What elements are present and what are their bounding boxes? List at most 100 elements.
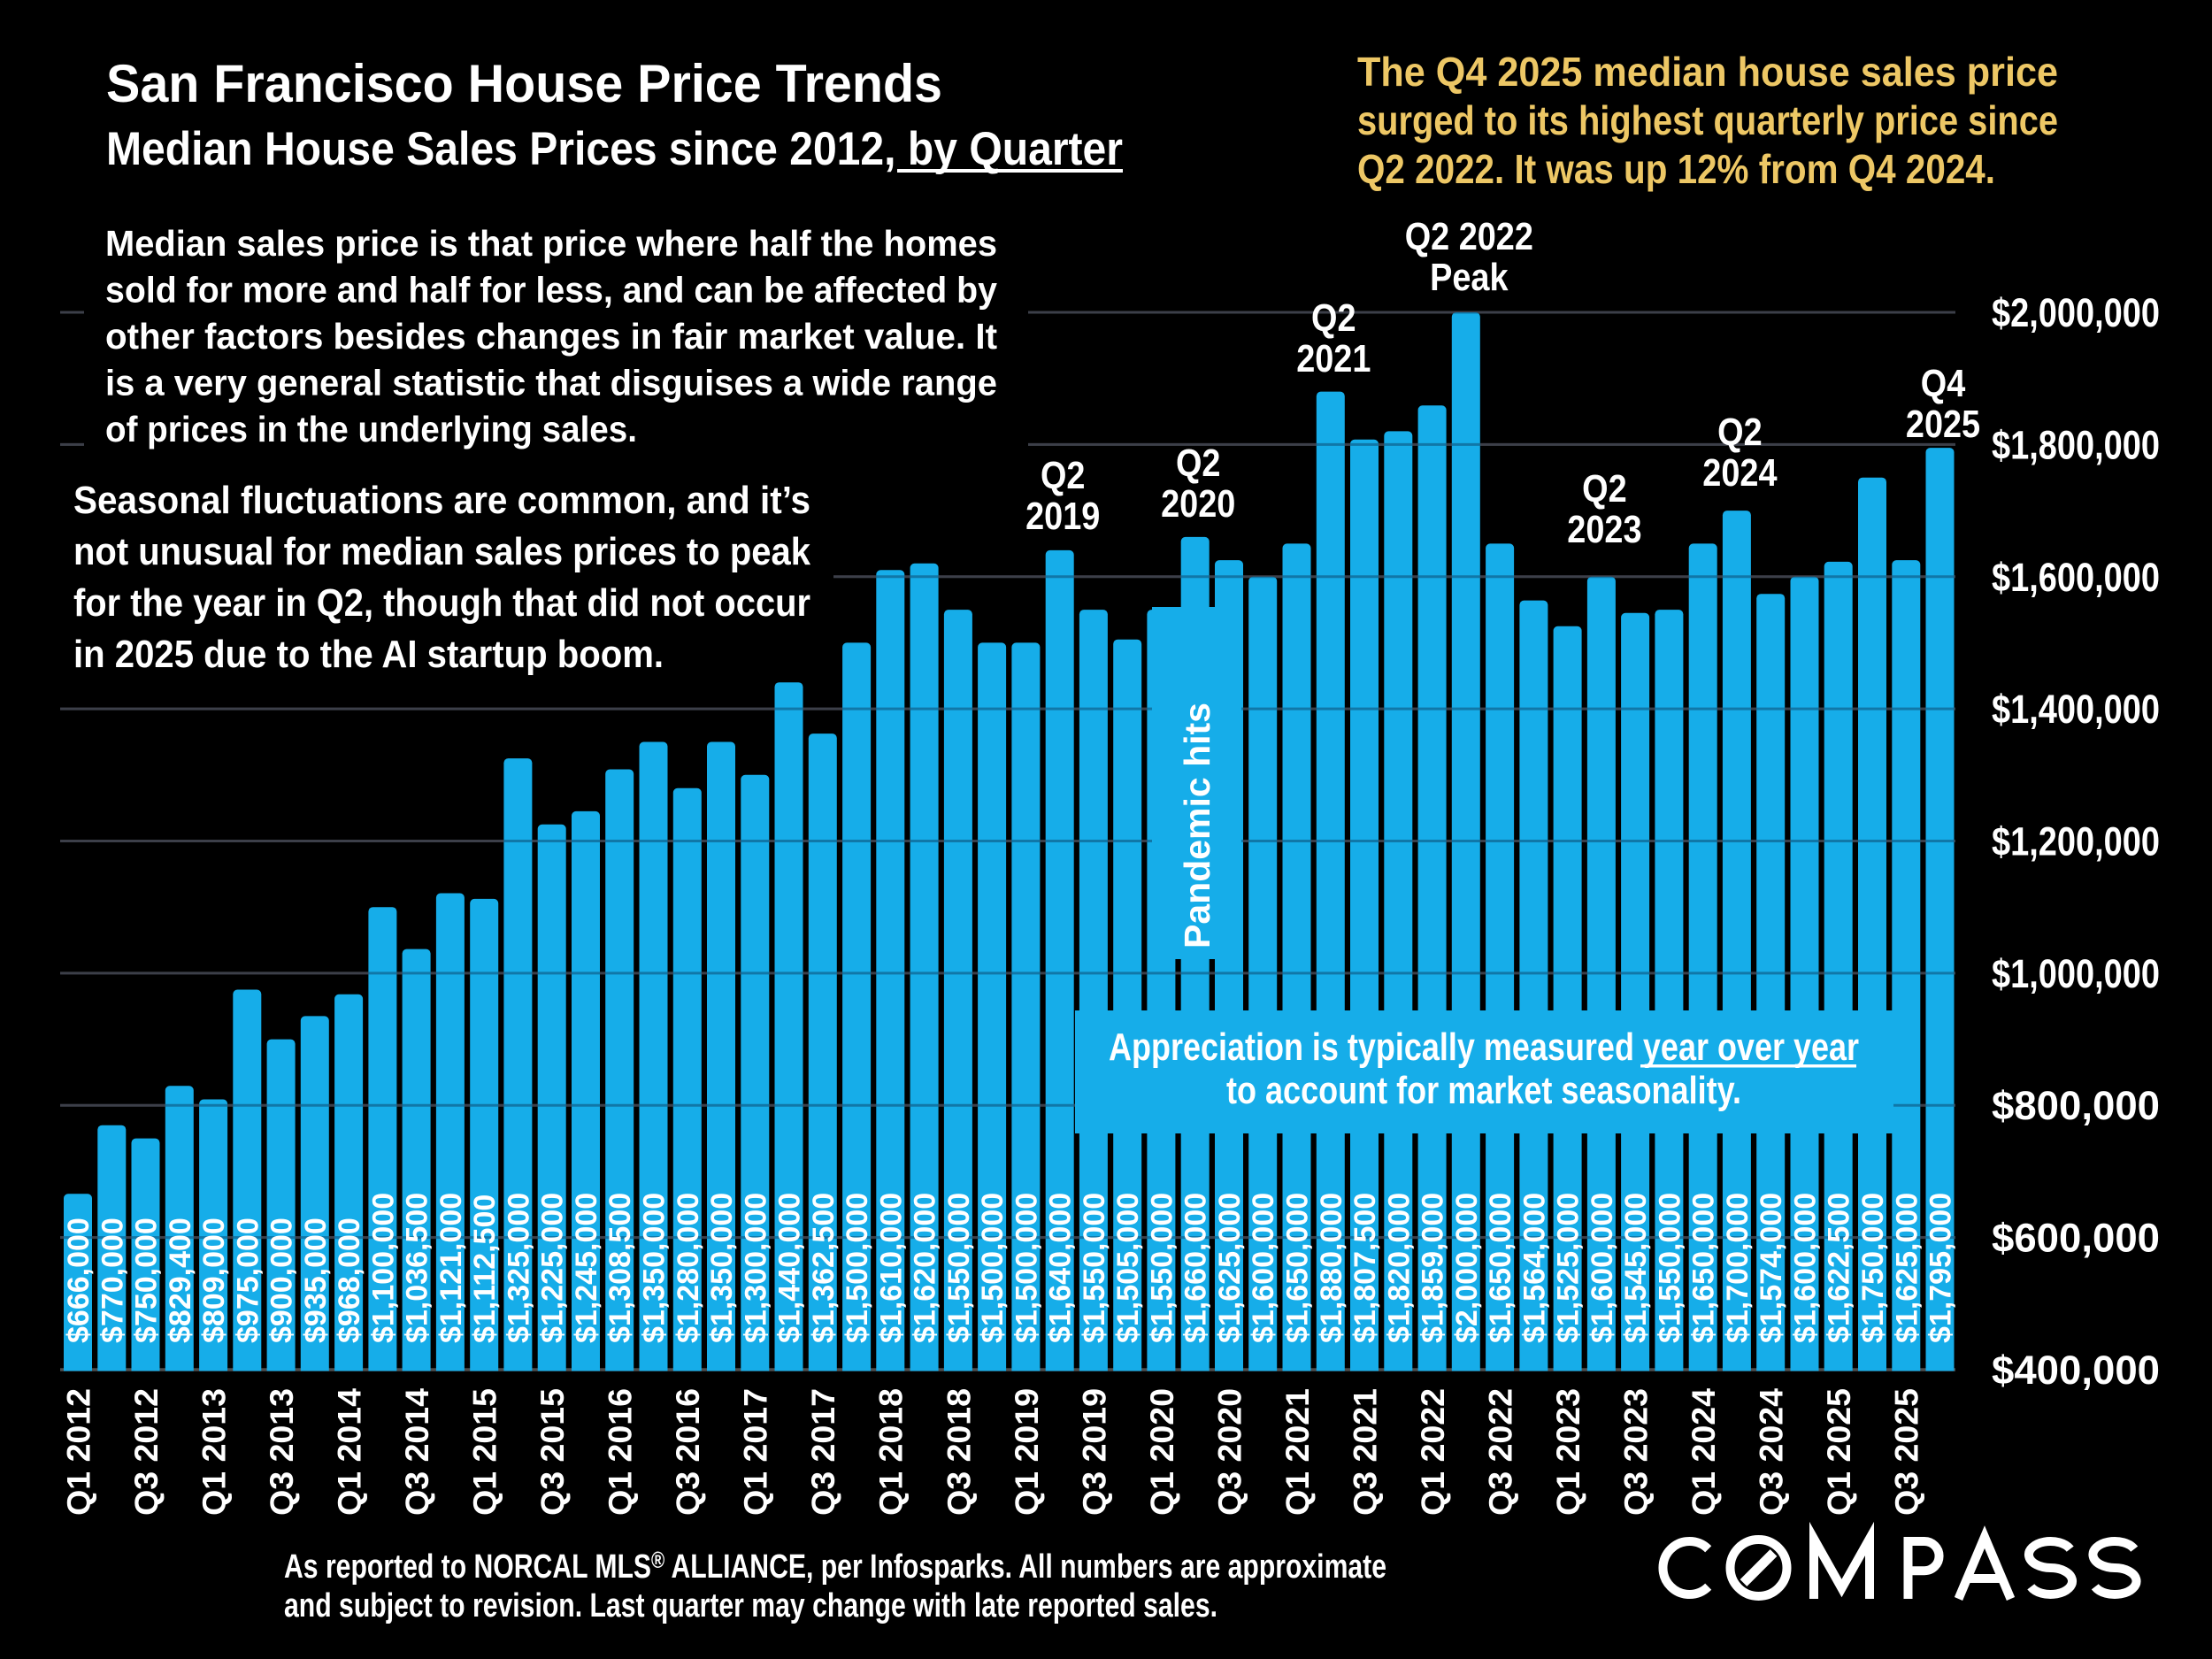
svg-text:Q3 2016: Q3 2016 <box>669 1388 706 1516</box>
svg-text:of prices in the underlying sa: of prices in the underlying sales. <box>105 409 637 449</box>
svg-text:$1,820,000: $1,820,000 <box>1382 1193 1416 1343</box>
svg-text:Q2: Q2 <box>1717 411 1763 454</box>
svg-text:$1,100,000: $1,100,000 <box>366 1193 400 1343</box>
svg-text:Q3 2020: Q3 2020 <box>1210 1388 1248 1516</box>
svg-text:Median sales price is that pri: Median sales price is that price where h… <box>105 223 997 264</box>
svg-text:Q3 2017: Q3 2017 <box>804 1388 841 1516</box>
svg-text:$1,610,000: $1,610,000 <box>874 1193 908 1343</box>
svg-text:San Francisco House Price Tren: San Francisco House Price Trends <box>106 54 942 113</box>
svg-text:Q3 2019: Q3 2019 <box>1075 1388 1112 1516</box>
svg-text:$1,650,000: $1,650,000 <box>1484 1193 1517 1343</box>
svg-text:Q1 2022: Q1 2022 <box>1414 1388 1451 1516</box>
svg-text:Q1 2015: Q1 2015 <box>466 1388 503 1516</box>
svg-text:Q3 2015: Q3 2015 <box>534 1388 571 1516</box>
svg-text:$1,650,000: $1,650,000 <box>1687 1193 1721 1343</box>
svg-text:$968,000: $968,000 <box>333 1217 366 1343</box>
svg-text:surged to its highest quarterl: surged to its highest quarterly price si… <box>1357 97 2058 143</box>
svg-text:$1,000,000: $1,000,000 <box>1992 951 2160 996</box>
svg-text:to account for market seasonal: to account for market seasonality. <box>1226 1069 1741 1112</box>
svg-text:$1,622,500: $1,622,500 <box>1823 1193 1856 1343</box>
svg-text:in 2025 due to the AI startup: in 2025 due to the AI startup boom. <box>73 633 664 676</box>
svg-text:$1,640,000: $1,640,000 <box>1044 1193 1078 1343</box>
svg-text:Appreciation is typically meas: Appreciation is typically measured year … <box>1109 1025 1859 1069</box>
svg-text:Median House Sales Prices sinc: Median House Sales Prices since 2012, by… <box>106 123 1123 175</box>
svg-text:$1,500,000: $1,500,000 <box>1010 1193 1043 1343</box>
svg-text:$2,000,000: $2,000,000 <box>1992 290 2160 335</box>
svg-text:$1,550,000: $1,550,000 <box>1078 1193 1111 1343</box>
svg-text:$1,505,000: $1,505,000 <box>1111 1193 1145 1343</box>
svg-text:Q1 2014: Q1 2014 <box>331 1388 368 1516</box>
svg-text:sold for more and half for les: sold for more and half for less, and can… <box>105 270 997 311</box>
svg-text:$1,660,000: $1,660,000 <box>1179 1193 1213 1343</box>
svg-text:$1,245,000: $1,245,000 <box>570 1193 603 1343</box>
svg-text:$1,880,000: $1,880,000 <box>1315 1193 1348 1343</box>
svg-text:Q1 2021: Q1 2021 <box>1279 1388 1316 1516</box>
svg-text:$1,500,000: $1,500,000 <box>976 1193 1010 1343</box>
svg-text:$1,325,000: $1,325,000 <box>502 1193 535 1343</box>
svg-text:Q2 2022. It was up 12% from Q4: Q2 2022. It was up 12% from Q4 2024. <box>1357 146 1995 192</box>
svg-text:$1,121,000: $1,121,000 <box>434 1193 468 1343</box>
svg-text:$1,625,000: $1,625,000 <box>1890 1193 1924 1343</box>
svg-text:Q2: Q2 <box>1041 454 1086 497</box>
svg-text:Q1 2020: Q1 2020 <box>1143 1388 1180 1516</box>
svg-text:$1,550,000: $1,550,000 <box>1145 1193 1179 1343</box>
svg-text:$1,700,000: $1,700,000 <box>1721 1193 1755 1343</box>
svg-text:$1,500,000: $1,500,000 <box>841 1193 874 1343</box>
svg-text:Q1 2019: Q1 2019 <box>1008 1388 1045 1516</box>
svg-text:$1,859,000: $1,859,000 <box>1417 1193 1450 1343</box>
svg-text:$829,400: $829,400 <box>164 1217 197 1343</box>
svg-text:2023: 2023 <box>1567 508 1641 551</box>
svg-text:$2,000,000: $2,000,000 <box>1450 1193 1484 1343</box>
svg-text:$900,000: $900,000 <box>265 1217 299 1343</box>
svg-text:other factors besides changes: other factors besides changes in fair ma… <box>105 316 997 357</box>
svg-text:$1,545,000: $1,545,000 <box>1619 1193 1653 1343</box>
svg-text:$666,000: $666,000 <box>62 1217 96 1343</box>
svg-text:$1,600,000: $1,600,000 <box>1247 1193 1280 1343</box>
svg-text:Q3 2013: Q3 2013 <box>263 1388 300 1516</box>
svg-text:Q3 2012: Q3 2012 <box>127 1388 165 1516</box>
svg-text:$600,000: $600,000 <box>1992 1216 2160 1261</box>
svg-text:$1,807,500: $1,807,500 <box>1348 1193 1382 1343</box>
svg-text:$1,600,000: $1,600,000 <box>1992 555 2160 600</box>
svg-text:$1,600,000: $1,600,000 <box>1789 1193 1823 1343</box>
svg-text:for the year in Q2, though tha: for the year in Q2, though that did not … <box>73 581 810 625</box>
svg-text:is a very general statistic th: is a very general statistic that disguis… <box>105 363 997 403</box>
svg-text:Q2 2022: Q2 2022 <box>1405 215 1533 258</box>
svg-text:$1,525,000: $1,525,000 <box>1552 1193 1586 1343</box>
svg-text:2021: 2021 <box>1296 337 1371 380</box>
svg-text:$1,350,000: $1,350,000 <box>638 1193 672 1343</box>
svg-text:$1,625,000: $1,625,000 <box>1213 1193 1247 1343</box>
svg-text:Q3 2021: Q3 2021 <box>1346 1388 1383 1516</box>
svg-text:Q3 2023: Q3 2023 <box>1617 1388 1655 1516</box>
svg-text:Q3 2014: Q3 2014 <box>398 1388 435 1516</box>
svg-text:2024: 2024 <box>1702 451 1778 495</box>
svg-text:Q1 2025: Q1 2025 <box>1820 1388 1857 1516</box>
svg-text:Q3 2025: Q3 2025 <box>1888 1388 1925 1516</box>
svg-text:$800,000: $800,000 <box>1992 1083 2160 1128</box>
svg-text:Q3 2024: Q3 2024 <box>1753 1388 1790 1516</box>
svg-text:Q3 2022: Q3 2022 <box>1482 1388 1519 1516</box>
svg-text:$1,036,500: $1,036,500 <box>401 1193 434 1343</box>
svg-text:Seasonal fluctuations are comm: Seasonal fluctuations are common, and it… <box>73 479 810 522</box>
svg-text:$1,280,000: $1,280,000 <box>672 1193 705 1343</box>
svg-text:$1,362,500: $1,362,500 <box>807 1193 841 1343</box>
svg-text:Q1 2012: Q1 2012 <box>59 1388 96 1516</box>
svg-text:$770,000: $770,000 <box>96 1217 129 1343</box>
svg-text:$400,000: $400,000 <box>1992 1348 2160 1393</box>
svg-text:$1,650,000: $1,650,000 <box>1281 1193 1315 1343</box>
svg-text:As reported to NORCAL MLS® ALL: As reported to NORCAL MLS® ALLIANCE, per… <box>284 1547 1386 1586</box>
svg-text:Q3 2018: Q3 2018 <box>940 1388 977 1516</box>
svg-text:$1,795,000: $1,795,000 <box>1924 1193 1958 1343</box>
svg-text:$935,000: $935,000 <box>299 1217 333 1343</box>
svg-text:$1,225,000: $1,225,000 <box>536 1193 570 1343</box>
svg-text:The Q4 2025 median house sales: The Q4 2025 median house sales price <box>1357 49 2058 95</box>
svg-text:not unusual for median sales p: not unusual for median sales prices to p… <box>73 530 810 573</box>
svg-text:and subject to revision. Last: and subject to revision. Last quarter ma… <box>284 1587 1217 1624</box>
svg-text:$1,750,000: $1,750,000 <box>1856 1193 1890 1343</box>
svg-text:Q1 2016: Q1 2016 <box>602 1388 639 1516</box>
svg-text:2025: 2025 <box>1906 403 1980 446</box>
svg-text:Q2: Q2 <box>1582 467 1627 511</box>
svg-text:Q1 2023: Q1 2023 <box>1549 1388 1586 1516</box>
svg-text:2020: 2020 <box>1161 482 1235 526</box>
svg-text:2019: 2019 <box>1025 495 1100 538</box>
